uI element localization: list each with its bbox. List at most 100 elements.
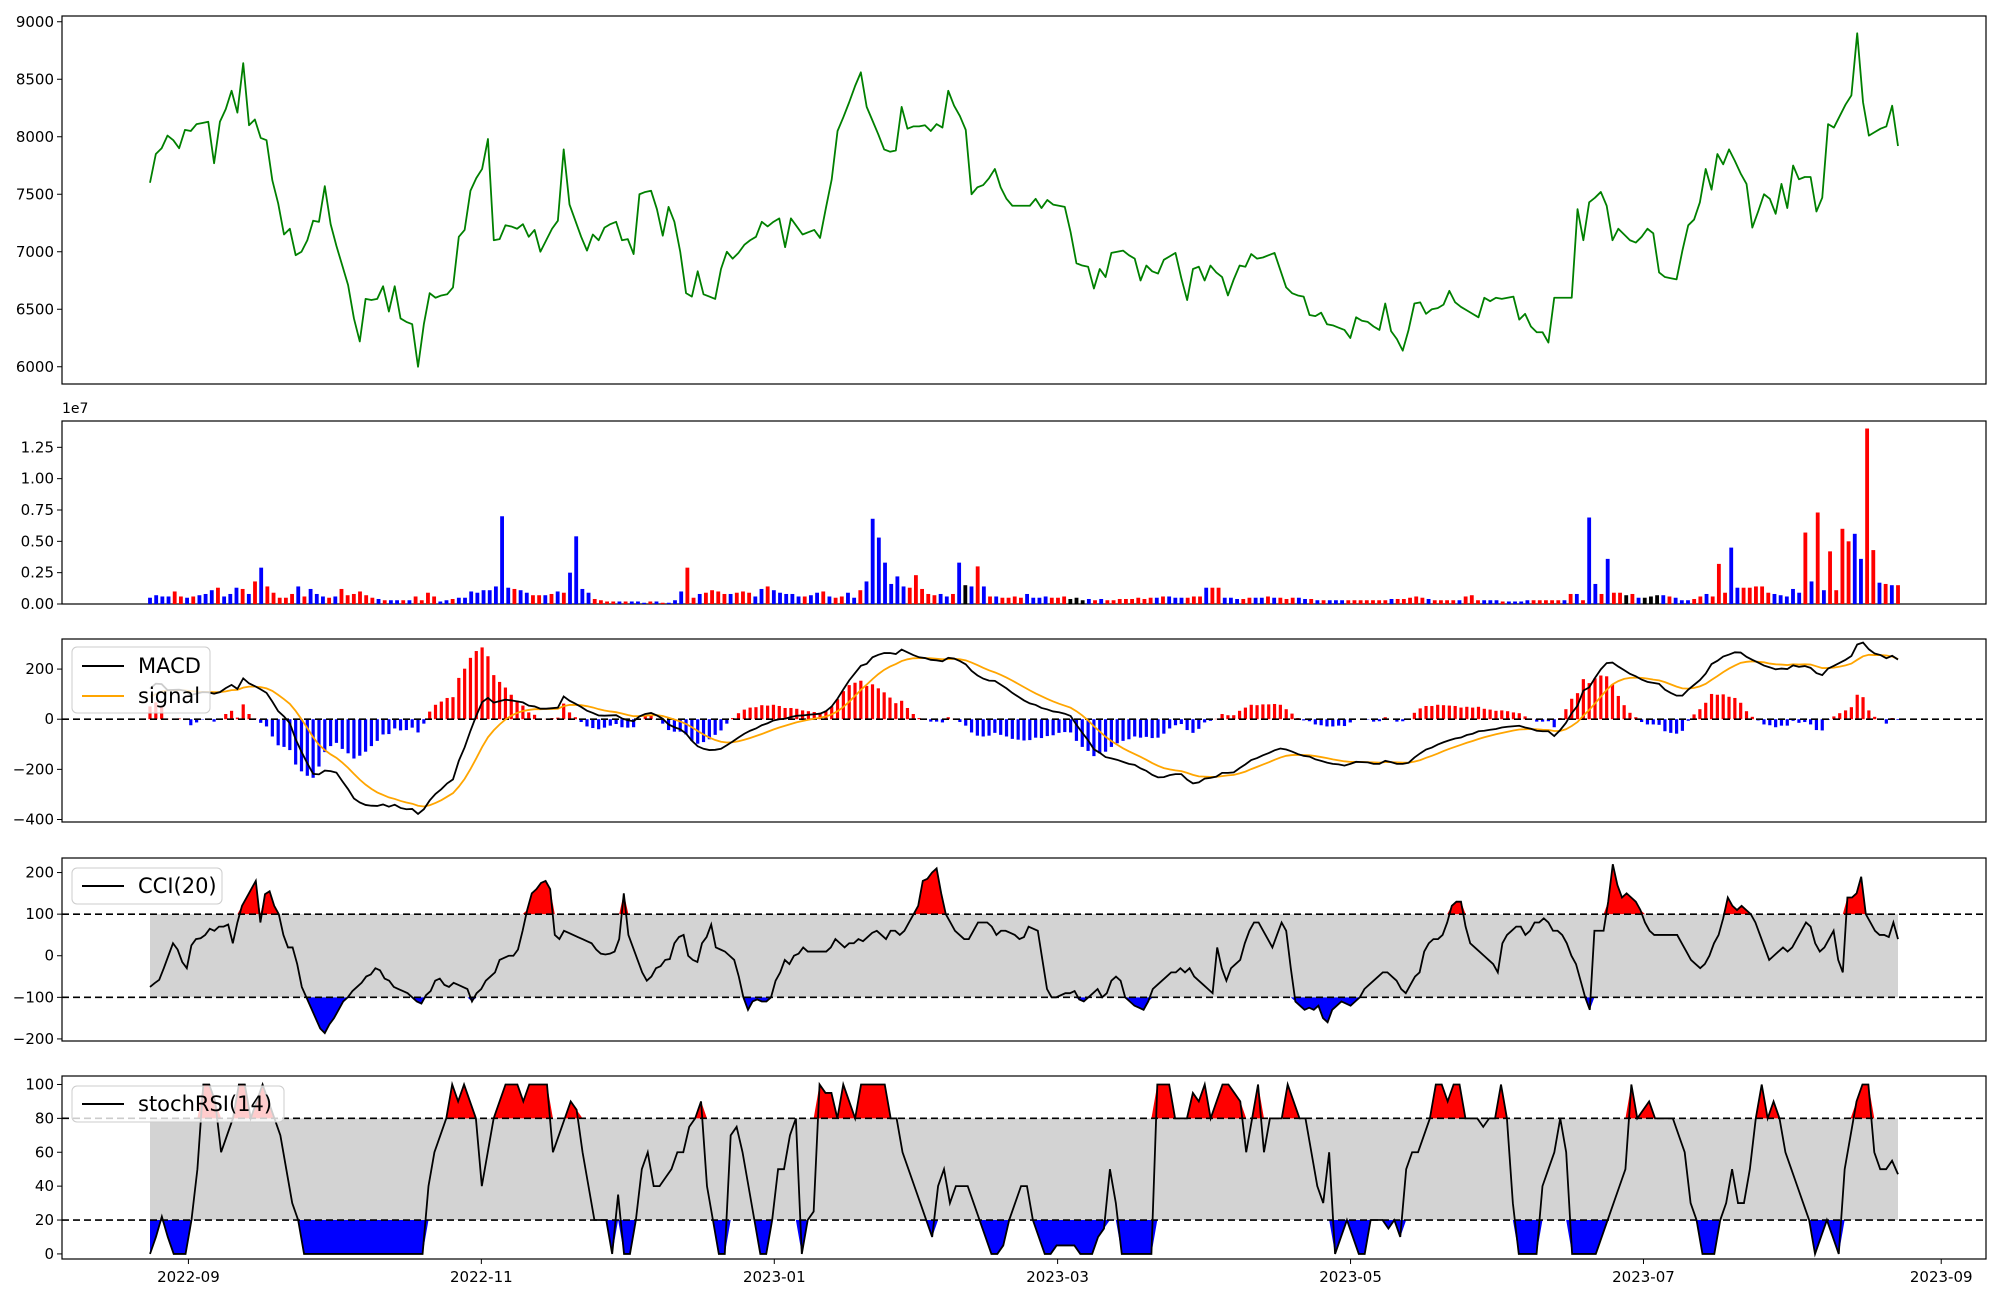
macd-histogram-bar bbox=[713, 719, 717, 735]
cci-y-tick-label: 0 bbox=[44, 947, 54, 965]
volume-bar bbox=[1896, 585, 1900, 604]
macd-histogram-bar bbox=[1832, 716, 1836, 720]
volume-y-tick-label: 1.00 bbox=[21, 470, 54, 488]
volume-bar bbox=[1605, 558, 1610, 604]
stochrsi-y-tick-label: 40 bbox=[35, 1177, 54, 1195]
volume-bar bbox=[1025, 593, 1029, 604]
macd-histogram-bar bbox=[1436, 704, 1440, 720]
macd-histogram-bar bbox=[1680, 719, 1685, 731]
macd-histogram-bar bbox=[1103, 719, 1108, 752]
macd-histogram-bar bbox=[1010, 719, 1014, 739]
macd-histogram-bar bbox=[585, 719, 589, 727]
macd-histogram-bar bbox=[940, 719, 945, 723]
volume-bar bbox=[296, 586, 301, 604]
macd-histogram-bar bbox=[1570, 698, 1574, 720]
volume-bar bbox=[623, 601, 628, 604]
macd-histogram-bar bbox=[1191, 719, 1195, 733]
volume-bar bbox=[500, 516, 504, 604]
volume-bar bbox=[1056, 597, 1060, 604]
volume-bar bbox=[1624, 595, 1629, 604]
macd-histogram-bar bbox=[457, 677, 461, 720]
volume-bar bbox=[1457, 600, 1462, 604]
volume-bar bbox=[1377, 600, 1382, 604]
price-y-tick-label: 8000 bbox=[16, 128, 54, 146]
macd-histogram-bar bbox=[824, 710, 828, 720]
macd-histogram-bar bbox=[1307, 719, 1312, 722]
volume-bar bbox=[1006, 597, 1011, 604]
volume-bar bbox=[1037, 597, 1042, 604]
volume-bar bbox=[1111, 600, 1116, 604]
volume-bar bbox=[1241, 598, 1246, 604]
x-tick-label: 2023-05 bbox=[1319, 1268, 1382, 1286]
macd-histogram-bar bbox=[1715, 694, 1719, 720]
volume-bar bbox=[876, 537, 881, 604]
macd-legend: MACD signal bbox=[71, 646, 211, 714]
volume-bar bbox=[1327, 600, 1332, 604]
volume-bar bbox=[1760, 586, 1765, 604]
macd-histogram-bar bbox=[888, 697, 892, 720]
macd-histogram-bar bbox=[305, 719, 309, 776]
macd-histogram-bar bbox=[993, 719, 997, 733]
macd-histogram-bar bbox=[969, 719, 974, 733]
volume-y-tick-label: 1.25 bbox=[21, 438, 54, 456]
macd-histogram-bar bbox=[1208, 719, 1213, 721]
volume-bar bbox=[518, 590, 523, 604]
macd-histogram-bar bbox=[1546, 719, 1550, 722]
volume-bar bbox=[1043, 596, 1048, 604]
volume-bar bbox=[358, 591, 362, 604]
volume-bar bbox=[419, 600, 424, 604]
macd-histogram-bar bbox=[731, 718, 735, 720]
volume-bar bbox=[592, 598, 597, 604]
volume-bar bbox=[1303, 598, 1307, 604]
volume-bar bbox=[957, 562, 962, 604]
macd-histogram-bar bbox=[1657, 719, 1661, 725]
volume-bar bbox=[166, 596, 171, 604]
macd-histogram-bar bbox=[1069, 719, 1073, 733]
price-panel: 6000 6500 7000 7500 8000 8500 9000 bbox=[16, 13, 1987, 385]
macd-histogram-bar bbox=[1016, 719, 1020, 740]
volume-bar bbox=[240, 588, 245, 604]
macd-histogram-bar bbox=[1121, 719, 1125, 741]
volume-bar bbox=[1698, 596, 1703, 604]
macd-histogram-bar bbox=[1855, 694, 1859, 720]
macd-histogram-bar bbox=[981, 719, 985, 737]
macd-histogram-bar bbox=[567, 712, 572, 720]
macd-histogram-bar bbox=[1034, 719, 1038, 738]
volume-bar bbox=[1482, 600, 1487, 604]
macd-histogram-bar bbox=[1884, 719, 1888, 724]
volume-bar bbox=[580, 588, 585, 604]
macd-histogram-bar bbox=[684, 719, 688, 735]
price-line bbox=[149, 32, 1899, 368]
macd-histogram-bar bbox=[795, 708, 799, 720]
macd-histogram-bar bbox=[678, 719, 682, 732]
macd-histogram-bar bbox=[701, 719, 706, 743]
volume-bar bbox=[728, 593, 733, 604]
volume-bar bbox=[283, 597, 288, 604]
volume-bar bbox=[1494, 600, 1499, 604]
macd-histogram-bar bbox=[1465, 706, 1469, 720]
volume-bar bbox=[1679, 600, 1684, 604]
macd-histogram-bar bbox=[398, 719, 403, 731]
volume-bar bbox=[154, 595, 159, 604]
macd-histogram-bar bbox=[1232, 715, 1236, 720]
macd-histogram-bar bbox=[1203, 719, 1207, 723]
macd-histogram-bar bbox=[428, 711, 432, 720]
macd-histogram-bar bbox=[1092, 719, 1096, 757]
volume-bar bbox=[1692, 598, 1697, 604]
macd-histogram-bar bbox=[602, 719, 607, 728]
volume-bar bbox=[938, 593, 943, 604]
volume-bar bbox=[172, 591, 177, 604]
volume-bar bbox=[1049, 597, 1054, 604]
macd-histogram-bar bbox=[841, 691, 845, 720]
volume-bar bbox=[913, 575, 918, 604]
volume-bar bbox=[370, 597, 375, 604]
macd-histogram-bar bbox=[894, 703, 898, 720]
volume-bar bbox=[1259, 597, 1264, 604]
cci-y-tick-label: 100 bbox=[25, 905, 54, 923]
x-tick-label: 2023-07 bbox=[1612, 1268, 1675, 1286]
macd-histogram-bar bbox=[620, 719, 624, 728]
stochrsi-y-tick-label: 80 bbox=[35, 1109, 54, 1127]
volume-bar bbox=[1167, 596, 1172, 604]
macd-histogram-bar bbox=[853, 682, 857, 720]
